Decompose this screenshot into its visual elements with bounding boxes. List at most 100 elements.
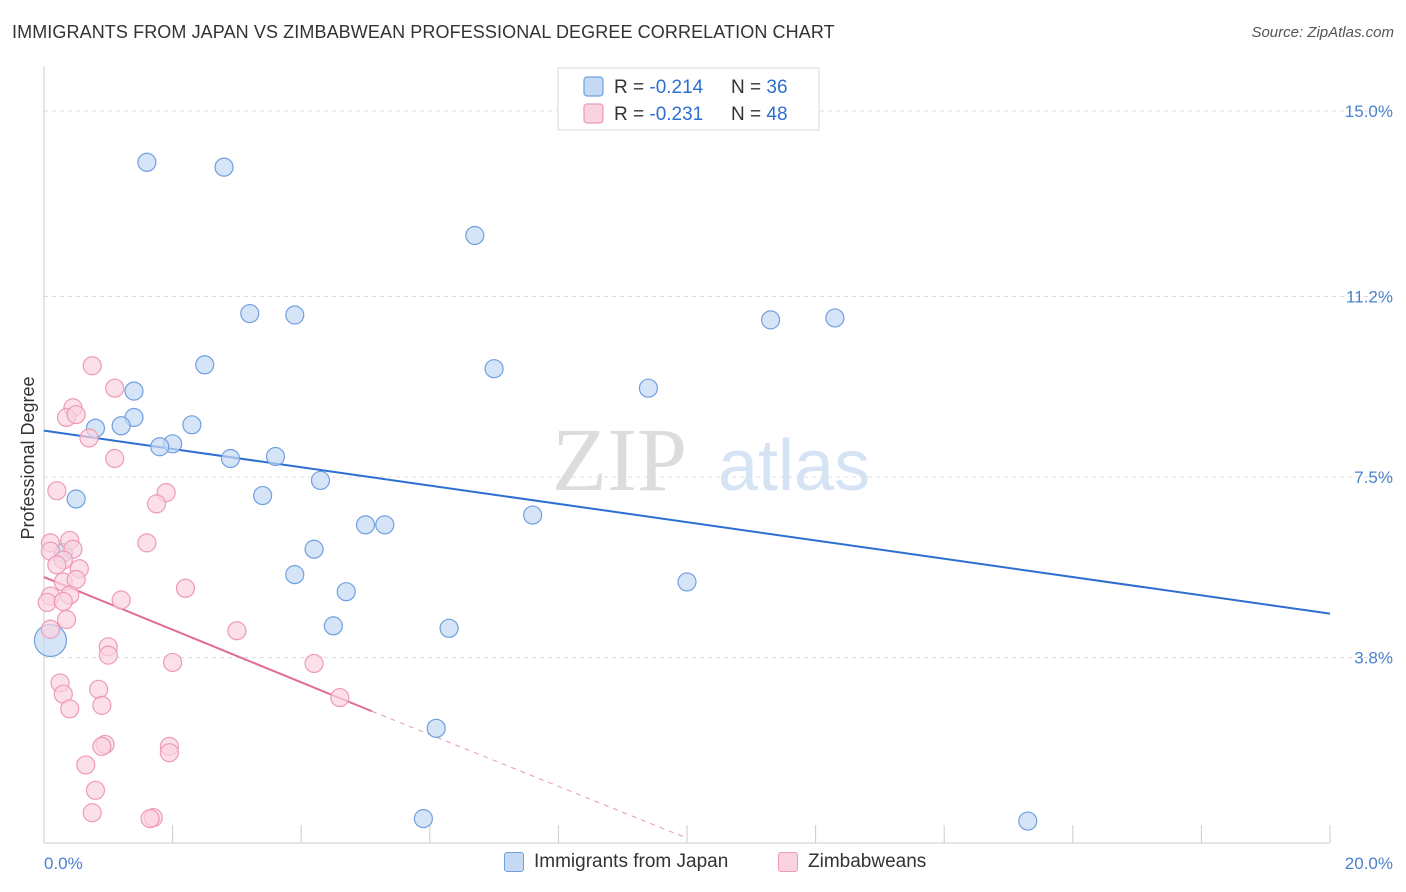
point-s0-22[interactable] [523, 505, 543, 525]
point-s0-10[interactable] [124, 381, 144, 401]
stats-r-label-1: R = [614, 104, 649, 125]
point-s0-6[interactable] [825, 308, 845, 328]
chart-title: IMMIGRANTS FROM JAPAN VS ZIMBABWEAN PROF… [12, 22, 835, 42]
point-s1-7[interactable] [47, 481, 67, 501]
point-s0-16[interactable] [150, 437, 170, 457]
point-s0-2[interactable] [465, 225, 485, 246]
axes [43, 66, 1331, 844]
watermark-zip: ZIP [552, 411, 687, 510]
point-s0-1[interactable] [214, 157, 234, 177]
point-s0-9[interactable] [638, 378, 659, 398]
point-s1-47[interactable] [140, 809, 160, 829]
trend-line-0 [43, 429, 1331, 615]
point-s1-5[interactable] [79, 428, 99, 448]
stats-n-value-0: 36 [766, 77, 787, 98]
point-s0-21[interactable] [66, 489, 86, 509]
point-s0-17[interactable] [220, 448, 241, 469]
legend-swatch-japan [504, 852, 524, 872]
stats-n-value-1: 48 [766, 104, 787, 125]
point-s1-27[interactable] [40, 619, 61, 639]
stats-n-label-0: N = [731, 77, 766, 98]
stats-swatch-0 [583, 76, 604, 97]
point-s0-7[interactable] [195, 355, 215, 375]
stats-row-0: R = -0.214 N = 36 [614, 77, 788, 98]
point-s0-23[interactable] [355, 515, 376, 535]
point-s1-43[interactable] [76, 755, 96, 775]
point-s1-44[interactable] [85, 780, 106, 800]
point-s0-34[interactable] [413, 809, 433, 829]
point-s0-8[interactable] [484, 359, 504, 379]
point-s1-11[interactable] [137, 533, 157, 553]
watermark-atlas: atlas [718, 426, 870, 506]
stats-r-value-0: -0.214 [649, 77, 703, 98]
point-s1-4[interactable] [66, 404, 86, 425]
point-s0-3[interactable] [240, 303, 260, 324]
data-points [33, 152, 1038, 831]
point-s1-37[interactable] [92, 695, 112, 715]
point-s1-23[interactable] [111, 590, 131, 610]
point-s1-42[interactable] [159, 743, 179, 763]
point-s1-1[interactable] [105, 378, 125, 398]
point-s1-24[interactable] [37, 592, 57, 613]
point-s0-30[interactable] [323, 616, 343, 636]
trend-line-dashed-1 [371, 710, 688, 839]
point-s1-45[interactable] [82, 803, 102, 823]
point-s1-40[interactable] [92, 736, 112, 756]
point-s0-33[interactable] [426, 718, 446, 738]
tick-labels: 3.8% 7.5% 11.2% 15.0% 0.0% 20.0% [44, 102, 1393, 873]
legend-item-zimbabweans[interactable]: Zimbabweans [778, 851, 926, 873]
grid-lines [44, 110, 1395, 659]
point-s0-24[interactable] [375, 515, 395, 535]
legend-item-japan[interactable]: Immigrants from Japan [504, 851, 728, 873]
legend-label-japan: Immigrants from Japan [534, 851, 729, 872]
y-tick-label-3: 15.0% [1345, 102, 1393, 121]
point-s0-27[interactable] [285, 565, 305, 585]
x-tick-label-1: 20.0% [1345, 854, 1393, 873]
point-s1-32[interactable] [304, 653, 324, 674]
point-s0-25[interactable] [304, 539, 324, 559]
stats-r-value-1: -0.231 [649, 104, 703, 125]
trend-lines [43, 429, 1331, 839]
point-s0-19[interactable] [310, 470, 331, 491]
point-s1-9[interactable] [146, 494, 167, 514]
legend-label-zimbabweans: Zimbabweans [808, 851, 927, 872]
legend-swatch-zimbabweans [778, 852, 798, 872]
point-s1-20[interactable] [175, 578, 196, 598]
point-s1-25[interactable] [53, 591, 73, 612]
stats-swatch-1 [583, 103, 604, 124]
stats-legend: R = -0.214 N = 36 R = -0.231 N = 48 [557, 67, 820, 131]
y-tick-label-0: 3.8% [1354, 649, 1393, 668]
point-s1-31[interactable] [163, 652, 183, 673]
point-s0-4[interactable] [285, 305, 305, 325]
point-s1-38[interactable] [60, 699, 80, 719]
point-s0-0[interactable] [137, 152, 157, 172]
point-s1-30[interactable] [98, 645, 118, 665]
point-s0-18[interactable] [265, 446, 286, 467]
point-s0-28[interactable] [677, 572, 697, 592]
point-s1-16[interactable] [47, 555, 67, 575]
y-axis-label: Professional Degree [18, 376, 38, 539]
y-tick-label-2: 11.2% [1346, 287, 1393, 306]
point-s1-34[interactable] [89, 679, 109, 699]
point-s0-35[interactable] [1018, 811, 1038, 831]
point-s0-31[interactable] [439, 618, 459, 638]
point-s0-5[interactable] [760, 310, 781, 330]
point-s0-14[interactable] [182, 415, 202, 435]
watermark: ZIP atlas [552, 411, 870, 510]
trend-line-1 [43, 576, 373, 713]
point-s1-26[interactable] [56, 609, 77, 630]
point-s1-0[interactable] [82, 356, 102, 376]
chart-source: Source: ZipAtlas.com [1251, 24, 1394, 41]
stats-row-1: R = -0.231 N = 48 [614, 104, 788, 125]
x-tick-label-0: 0.0% [44, 854, 83, 873]
point-s0-12[interactable] [111, 416, 131, 436]
point-s1-28[interactable] [227, 621, 247, 641]
point-s0-20[interactable] [253, 485, 273, 506]
stats-n-label-1: N = [731, 104, 766, 125]
stats-r-label-0: R = [614, 77, 649, 98]
point-s1-36[interactable] [330, 687, 350, 708]
y-tick-label-1: 7.5% [1354, 468, 1393, 487]
point-s1-6[interactable] [105, 448, 125, 469]
point-s0-29[interactable] [336, 582, 356, 602]
